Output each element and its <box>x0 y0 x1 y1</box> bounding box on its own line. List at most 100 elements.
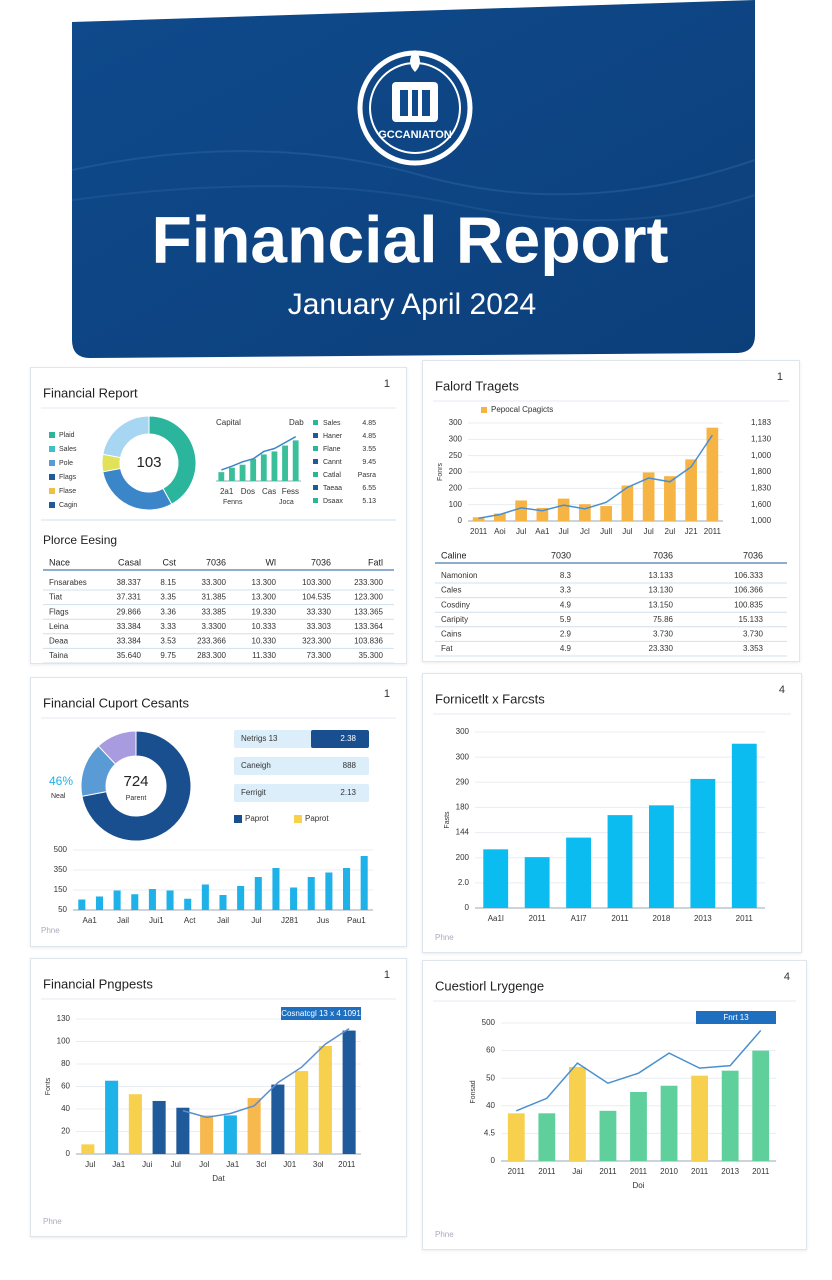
legend-label: Flags <box>59 474 77 481</box>
table-cell: 75.86 <box>653 615 674 624</box>
page-number: 1 <box>384 688 390 700</box>
y2-tick-label: 1,000 <box>751 516 772 525</box>
y-axis-label: Fonsad <box>470 1080 477 1103</box>
x-tick-label: 2011 <box>338 1160 356 1169</box>
kpi-bar <box>234 784 369 802</box>
panel-title: Financial Cuport Cesants <box>43 695 189 710</box>
y2-tick-label: 1,800 <box>751 467 772 476</box>
x-tick-label: Jul <box>559 527 569 536</box>
y-tick-label: 60 <box>61 1082 70 1091</box>
bar <box>105 1080 119 1154</box>
table-cell: 8.15 <box>160 578 176 587</box>
table-header: 7036 <box>653 550 673 560</box>
y-tick-label: 200 <box>449 467 463 476</box>
x-tick-label: Aa1l <box>488 914 504 923</box>
trend-line <box>515 1030 762 1112</box>
table-cell: 35.300 <box>359 651 384 660</box>
table-cell: 3.730 <box>743 630 764 639</box>
kpi-label: Netrigs 13 <box>241 734 278 743</box>
table-cell: Cains <box>441 630 461 639</box>
bar <box>272 868 280 910</box>
y2-tick-label: 1,830 <box>751 483 772 492</box>
donut-center: 724 <box>123 773 148 790</box>
badge-box <box>696 1011 776 1024</box>
side-label: Sales <box>323 420 341 427</box>
panel-canvas: Fornicetlt x Farcsts 4 300 300 290 180 144 200 2… <box>433 684 791 942</box>
y-tick-label: 0 <box>465 903 470 912</box>
side-label: Dsaax <box>323 498 343 505</box>
minichart-footer: Fenns <box>223 499 243 506</box>
x-tick-label: Jui1 <box>149 916 164 925</box>
kpi-bar <box>234 757 369 775</box>
table-cell: 3.730 <box>653 630 674 639</box>
side-value: 3.55 <box>362 446 376 453</box>
table-cell: 8.3 <box>560 571 572 580</box>
bar <box>660 1085 678 1161</box>
minichart-note: Dab <box>289 418 304 427</box>
y-tick-label: 500 <box>482 1018 496 1027</box>
bar <box>483 849 509 908</box>
panel: Fornicetlt x Farcsts 4 300 300 290 180 144 200 2… <box>422 673 802 953</box>
y-tick-label: 0 <box>491 1156 496 1165</box>
side-swatch <box>313 485 318 490</box>
table-cell: 73.300 <box>307 651 332 660</box>
badge-box <box>281 1007 361 1020</box>
y-tick-label: 250 <box>449 451 463 460</box>
page-number: 1 <box>777 371 783 383</box>
bar <box>307 877 315 910</box>
y-tick-label: 100 <box>57 1037 71 1046</box>
table-cell: 4.9 <box>560 644 572 653</box>
x-tick-label: Jul <box>85 1160 95 1169</box>
bar <box>176 1107 190 1154</box>
legend-label: Pepocal Cpagicts <box>491 405 553 414</box>
table-cell: 133.365 <box>354 607 383 616</box>
x-tick-label: 2011 <box>538 1167 556 1176</box>
side-label: Neal <box>51 793 66 800</box>
legend-swatch <box>234 815 242 823</box>
panel-title: Fornicetlt x Farcsts <box>435 691 545 706</box>
x-tick-label: J01 <box>283 1160 296 1169</box>
x-tick-label: Aa1 <box>83 916 98 925</box>
x-tick-label: 2a1 <box>220 487 234 496</box>
table-cell: 35.640 <box>117 651 142 660</box>
y-tick-label: 50 <box>486 1073 495 1082</box>
side-label: Flane <box>323 446 341 453</box>
x-tick-label: 2010 <box>660 1167 678 1176</box>
x-tick-label: 2011 <box>470 527 488 536</box>
table-cell: 3.35 <box>160 593 176 602</box>
bar <box>538 1113 556 1161</box>
table-cell: Tiat <box>49 593 63 602</box>
y2-tick-label: 1,130 <box>751 434 772 443</box>
legend-swatch <box>49 502 55 508</box>
y-tick-label: 60 <box>486 1046 495 1055</box>
table-cell: 3.53 <box>160 637 176 646</box>
page-number: 1 <box>384 378 390 390</box>
legend-label: Plaid <box>59 432 75 439</box>
table-cell: 3.3300 <box>202 622 227 631</box>
table-title: Plorce Eesing <box>43 533 117 547</box>
y-tick-label: 500 <box>54 845 68 854</box>
bar <box>507 1113 525 1161</box>
table-cell: 38.337 <box>117 578 142 587</box>
table-cell: 33.330 <box>307 607 332 616</box>
footnote: Phne <box>435 1230 454 1239</box>
report-subtitle: January April 2024 <box>288 288 537 321</box>
y-tick-label: 200 <box>449 483 463 492</box>
bar <box>200 1115 214 1154</box>
table-cell: Taina <box>49 651 69 660</box>
table-cell: 33.303 <box>307 622 332 631</box>
bar <box>752 1050 770 1161</box>
table-header: 7036 <box>311 557 331 567</box>
table-cell: 133.364 <box>354 622 383 631</box>
x-axis-label: Dat <box>212 1174 225 1183</box>
x-tick-label: Aoi <box>494 527 506 536</box>
footnote: Phne <box>43 1217 62 1226</box>
table-cell: 283.300 <box>197 651 226 660</box>
side-label: Haner <box>323 433 343 440</box>
panel-canvas: Financial Report 1 103 Plaid Sales Pole Flags F… <box>41 378 396 663</box>
y-tick-label: 20 <box>61 1127 70 1136</box>
bar <box>690 778 716 908</box>
table-cell: 233.300 <box>354 578 383 587</box>
table-header: Nace <box>49 557 70 567</box>
table-cell: Cales <box>441 586 461 595</box>
